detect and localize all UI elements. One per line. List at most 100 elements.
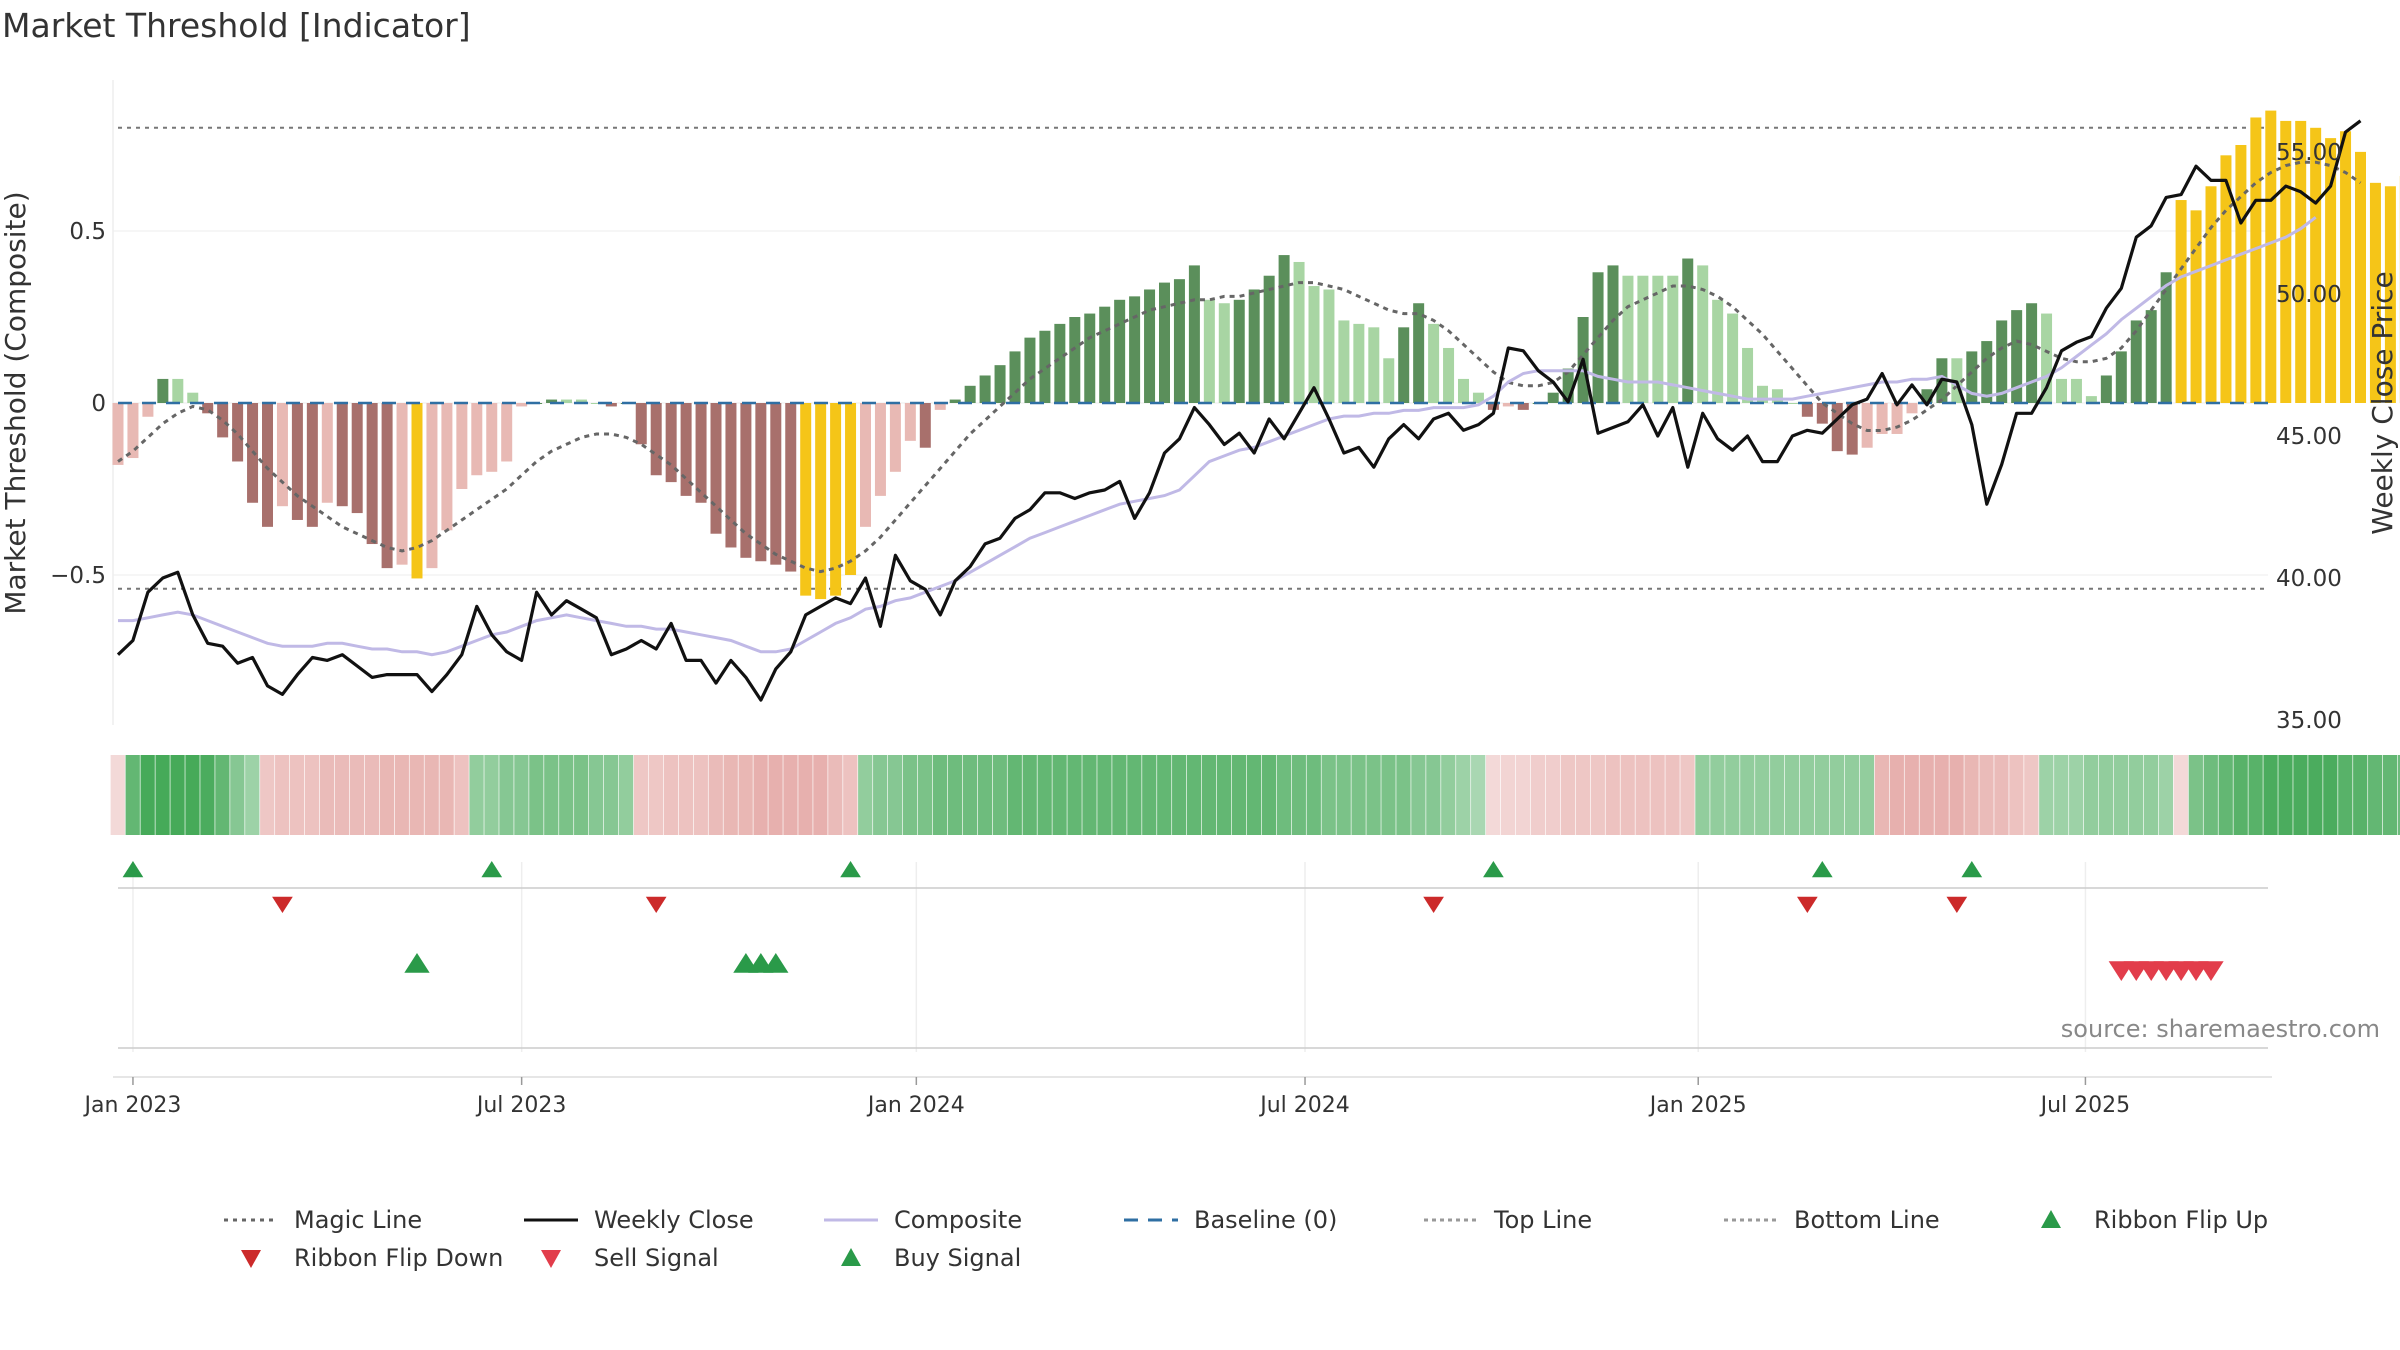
ribbon-cell [544, 755, 559, 835]
ribbon-cell [1650, 755, 1665, 835]
ribbon-cell [917, 755, 933, 835]
ribbon-cell [1157, 755, 1172, 835]
ribbon-cell [1426, 755, 1441, 835]
ribbon-cell [170, 755, 185, 835]
ribbon-cell [2233, 755, 2248, 835]
ribbon-cell [2173, 755, 2188, 835]
composite-bar [2041, 313, 2053, 403]
composite-bar [561, 399, 572, 403]
legend-item: Weekly Close [520, 1202, 754, 1238]
ribbon-cell [2203, 755, 2218, 835]
composite-bar [1293, 261, 1305, 403]
composite-bar [1308, 286, 1320, 403]
composite-bar [1801, 403, 1813, 417]
composite-bar [2310, 127, 2322, 404]
ribbon-cell [1994, 755, 2009, 835]
composite-bar [1188, 265, 1200, 403]
composite-bar [605, 403, 617, 407]
buy-signal-marker [404, 953, 430, 973]
ribbon-cell [1874, 755, 1889, 835]
ribbon-cell [723, 755, 738, 835]
composite-bar [2026, 303, 2038, 403]
ribbon-cell [2009, 755, 2024, 835]
composite-bar [1458, 378, 1469, 403]
legend-swatch-icon [224, 1218, 278, 1222]
composite-bar [874, 403, 886, 496]
composite-bar [2011, 310, 2023, 403]
ribbon-cell [1979, 755, 1994, 835]
ribbon-cell [349, 755, 365, 835]
composite-bar [306, 403, 318, 527]
ribbon-flip-up-marker [1811, 861, 1833, 878]
ribbon-cell [2069, 755, 2084, 835]
composite-bar [845, 403, 857, 575]
ribbon-cell [1381, 755, 1396, 835]
ribbon-cell [1336, 755, 1351, 835]
ribbon-cell [1710, 755, 1725, 835]
composite-bar [1981, 341, 1993, 403]
buy-signal-marker [763, 953, 789, 973]
ribbon-cell [334, 755, 350, 835]
ribbon-cell [1785, 755, 1800, 835]
composite-bar [1876, 403, 1888, 434]
composite-bar [949, 399, 961, 403]
ribbon-cell [1934, 755, 1949, 835]
composite-bar [1622, 275, 1634, 403]
ribbon-cell [290, 755, 305, 835]
composite-bar [815, 403, 827, 600]
composite-bar [2325, 138, 2337, 403]
composite-bar [1039, 330, 1051, 403]
composite-bar [725, 403, 737, 548]
y-axis-label: Market Threshold (Composite) [0, 191, 32, 614]
composite-bar [157, 378, 169, 403]
composite-bar [1398, 327, 1410, 403]
ribbon-cell [2158, 755, 2174, 835]
chart-title: Market Threshold [Indicator] [2, 6, 471, 45]
composite-bar [276, 403, 288, 507]
ribbon-cell [1770, 755, 1785, 835]
composite-bar [1054, 323, 1066, 403]
legend: Magic Line Weekly Close Composite Baseline … [220, 1202, 2320, 1292]
ribbon-flip-up-marker [1483, 861, 1504, 878]
ribbon-cell [2293, 755, 2308, 835]
y2-tick-label: 55.00 [2276, 140, 2342, 166]
legend-swatch-icon [541, 1250, 561, 1268]
ribbon-cell [2338, 755, 2353, 835]
composite-bar [1562, 368, 1574, 403]
ribbon-cell [2039, 755, 2054, 835]
ribbon-cell [1291, 755, 1306, 835]
ribbon-cell [2263, 755, 2278, 835]
ribbon-cell [1411, 755, 1426, 835]
ribbon-cell [1082, 755, 1097, 835]
composite-bar [1203, 299, 1215, 403]
composite-bar [217, 403, 229, 438]
ribbon-cell [798, 755, 813, 835]
y-tick-label: −0.5 [50, 563, 106, 589]
ribbon-cell [2188, 755, 2203, 835]
ribbon-cell [2308, 755, 2323, 835]
composite-bar [1771, 389, 1783, 403]
ribbon-flip-down-marker [645, 896, 667, 913]
ribbon-cell [977, 755, 992, 835]
ribbon-cell [1590, 755, 1605, 835]
ribbon-cell [1530, 755, 1546, 835]
ribbon-cell [888, 755, 903, 835]
composite-bar [710, 403, 722, 534]
ribbon-cell [1441, 755, 1456, 835]
legend-swatch-icon [524, 1218, 578, 1222]
composite-bar [1861, 403, 1873, 448]
ribbon-cell [424, 755, 439, 835]
composite-bar [1159, 282, 1170, 403]
composite-bar [1353, 323, 1365, 403]
composite-bar [755, 403, 767, 562]
composite-bar [1742, 347, 1754, 403]
ribbon-cell [1620, 755, 1635, 835]
composite-bar [1114, 299, 1126, 403]
legend-label: Bottom Line [1794, 1206, 1940, 1234]
composite-bar [1443, 347, 1455, 403]
y2-tick-label: 35.00 [2276, 708, 2342, 734]
composite-bar [411, 403, 423, 579]
ribbon-cell [200, 755, 215, 835]
ribbon-cell [230, 755, 245, 835]
